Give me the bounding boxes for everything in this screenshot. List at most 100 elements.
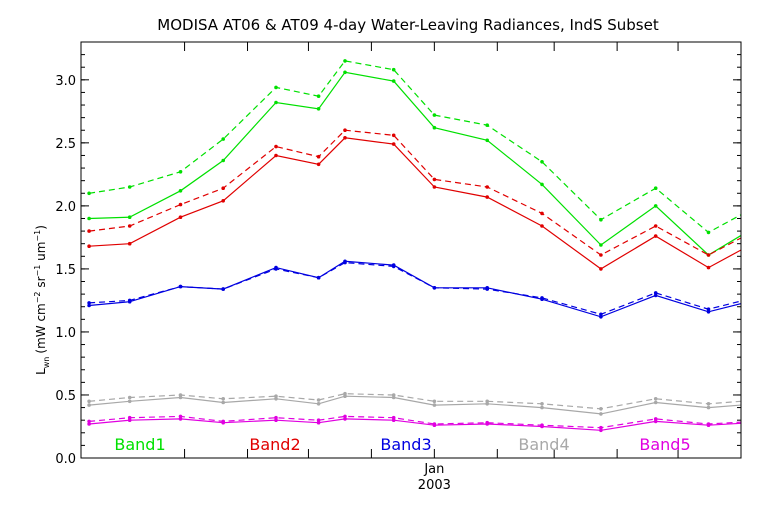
y-axis-exp3: −1 [33, 230, 42, 242]
band4-at06-point [432, 403, 437, 407]
y-axis-symbol-sub: wn [42, 357, 51, 369]
band2-at06-point [343, 136, 347, 140]
band1-at09-point [653, 186, 658, 190]
band5-at09-point [274, 415, 278, 420]
band3-at09-point [274, 267, 278, 271]
band2-at06-point [221, 199, 225, 203]
band4-at06-point [221, 400, 225, 405]
band5-at09-point [221, 419, 225, 424]
band5-at09-point [485, 420, 490, 425]
band4-at06-point [343, 394, 347, 399]
band1-at09-point [432, 113, 437, 117]
band3-at09-point [87, 301, 91, 305]
band5-at09-point [87, 419, 91, 424]
band5-at06-point [343, 417, 347, 421]
band1-at06-point [274, 100, 278, 105]
band4-at06-point [653, 400, 658, 405]
band4-at09-point [485, 399, 490, 404]
band1-at06-point [485, 138, 490, 143]
band2-at09-point [87, 229, 91, 233]
band4-at06-point [316, 402, 321, 406]
band2-at06-point [127, 241, 132, 246]
band2-at09-point [706, 253, 711, 257]
y-axis-units-prefix: (mW cm [34, 303, 48, 353]
band4-at09-point [274, 394, 278, 399]
legend-item-band5: Band5 [639, 435, 690, 454]
band2-at09-point [485, 185, 490, 189]
y-axis-units-mid2: um [34, 242, 48, 265]
band5-at06-point [653, 419, 658, 424]
band1-at09-point [274, 85, 278, 90]
band3-at09-point [432, 286, 437, 290]
band5-at09-point [343, 414, 347, 419]
band1-at09-point [391, 67, 396, 72]
band5-at09-point [599, 425, 603, 430]
band1-at09-point [316, 94, 321, 98]
band2-at06-point [87, 244, 91, 248]
band4-at06-point [540, 405, 544, 410]
band2-at09-point [127, 224, 132, 228]
band2-at09-point [316, 154, 321, 159]
band4-at06-point [87, 403, 91, 407]
band1-at06-point [540, 182, 544, 187]
band2-at09-point [432, 177, 437, 182]
band4-at06-point [706, 405, 711, 410]
band2-at09-point [178, 202, 183, 207]
band4-at09-point [87, 399, 91, 404]
band5-at09-point [540, 423, 544, 428]
band3-at06-point [87, 303, 91, 308]
band1-at09-point [178, 170, 183, 174]
band2-at06-point [706, 265, 711, 270]
band1-at06-point [87, 216, 91, 221]
band3-at06-point [706, 310, 711, 314]
band5-at06-point [599, 428, 603, 433]
band4-at09-point [127, 395, 132, 400]
chart-title: MODISA AT06 & AT09 4-day Water-Leaving R… [157, 16, 659, 34]
band4-at09-point [343, 391, 347, 396]
band3-at09-point [706, 307, 711, 312]
band2-at06-point [599, 267, 603, 271]
band5-at09-point [178, 414, 183, 419]
band1-at09-point [485, 123, 490, 127]
band2-at06-point [432, 185, 437, 189]
y-tick-label: 3.0 [55, 74, 76, 89]
band2-at06-point [540, 224, 544, 228]
band3-at09-point [540, 296, 544, 300]
band4-at09-point [316, 398, 321, 402]
band2-at09-point [343, 128, 347, 132]
x-tick-label-year: 2003 [418, 478, 451, 493]
band2-at06-point [391, 142, 396, 146]
band4-at09-point [391, 393, 396, 397]
y-tick-label: 1.5 [55, 263, 76, 278]
band2-at09-point [274, 144, 278, 149]
band1-at06-point [432, 125, 437, 130]
band4-at09-point [599, 407, 603, 411]
band3-at06-point [653, 293, 658, 298]
band3-at09-point [178, 284, 183, 289]
band5-at09-point [391, 415, 396, 420]
band4-at09-point [432, 399, 437, 404]
band2-at06-point [316, 162, 321, 167]
y-axis-units-mid: sr [34, 276, 48, 291]
band3-at09-point [391, 264, 396, 269]
band3-at09-point [343, 260, 347, 265]
x-tick-label: Jan [423, 462, 444, 477]
band5-at06-point [316, 420, 321, 425]
band2-at06-point [653, 234, 658, 238]
plot-series [87, 59, 741, 433]
legend-item-band4: Band4 [518, 435, 569, 454]
band2-at06-point [485, 195, 490, 199]
band5-at06-point [127, 418, 132, 423]
band1-at09-point [343, 59, 347, 63]
band3-at09-point [316, 275, 321, 280]
band5-at06-point [178, 417, 183, 421]
y-tick-label: 2.0 [55, 200, 76, 215]
band5-at09-point [316, 418, 321, 423]
band2-at06-point [274, 153, 278, 158]
band4-at06-point [178, 395, 183, 400]
band3-at09-point [221, 287, 225, 291]
band4-at09-point [221, 397, 225, 401]
